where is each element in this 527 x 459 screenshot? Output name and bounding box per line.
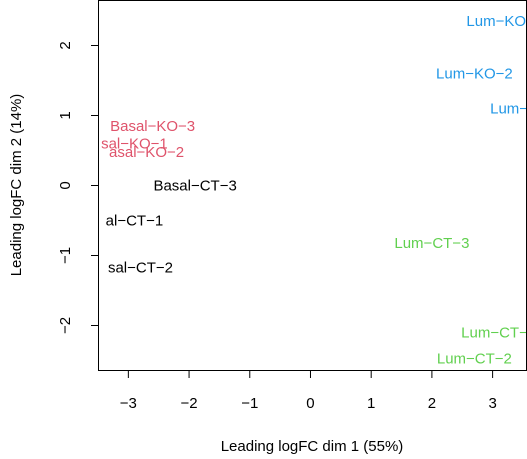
x-tick-label: −2 — [181, 395, 198, 412]
y-axis-title: Leading logFC dim 2 (14%) — [8, 94, 25, 277]
axis-ticks: −3 −2 −1 0 1 2 3 −2 −1 0 1 2 — [57, 41, 497, 412]
x-tick-label: −3 — [120, 395, 137, 412]
point-label: al−CT−1 — [106, 213, 164, 230]
y-tick-label: 0 — [57, 181, 74, 189]
x-tick-label: −1 — [241, 395, 258, 412]
point-label: asal−KO−2 — [109, 144, 184, 161]
y-tick-label: 1 — [57, 111, 74, 119]
point-labels: Lum−KO−3 Lum−KO−2 Lum−KO Basal−KO−3sal−KO−1… — [101, 13, 527, 367]
point-label: Lum−CT−1 — [461, 325, 527, 342]
y-tick-label: 2 — [57, 41, 74, 49]
y-tick-label: −2 — [57, 317, 74, 334]
point-label: Lum−KO−3 — [466, 13, 527, 30]
point-label: sal−CT−2 — [108, 259, 173, 276]
point-label: Basal−CT−3 — [153, 178, 236, 195]
point-label: Lum−CT−2 — [437, 350, 512, 367]
y-tick-label: −1 — [57, 247, 74, 264]
point-label: Lum−KO — [490, 101, 527, 118]
x-tick-label: 2 — [428, 395, 436, 412]
point-label: Basal−KO−3 — [110, 118, 195, 135]
point-label: Lum−CT−3 — [394, 235, 469, 252]
x-tick-label: 1 — [367, 395, 375, 412]
x-tick-label: 3 — [488, 395, 496, 412]
point-label: Lum−KO−2 — [436, 66, 513, 83]
x-tick-label: 0 — [306, 395, 314, 412]
point-label: sal−KO−1 — [101, 136, 168, 153]
x-axis-title: Leading logFC dim 1 (55%) — [221, 438, 404, 455]
